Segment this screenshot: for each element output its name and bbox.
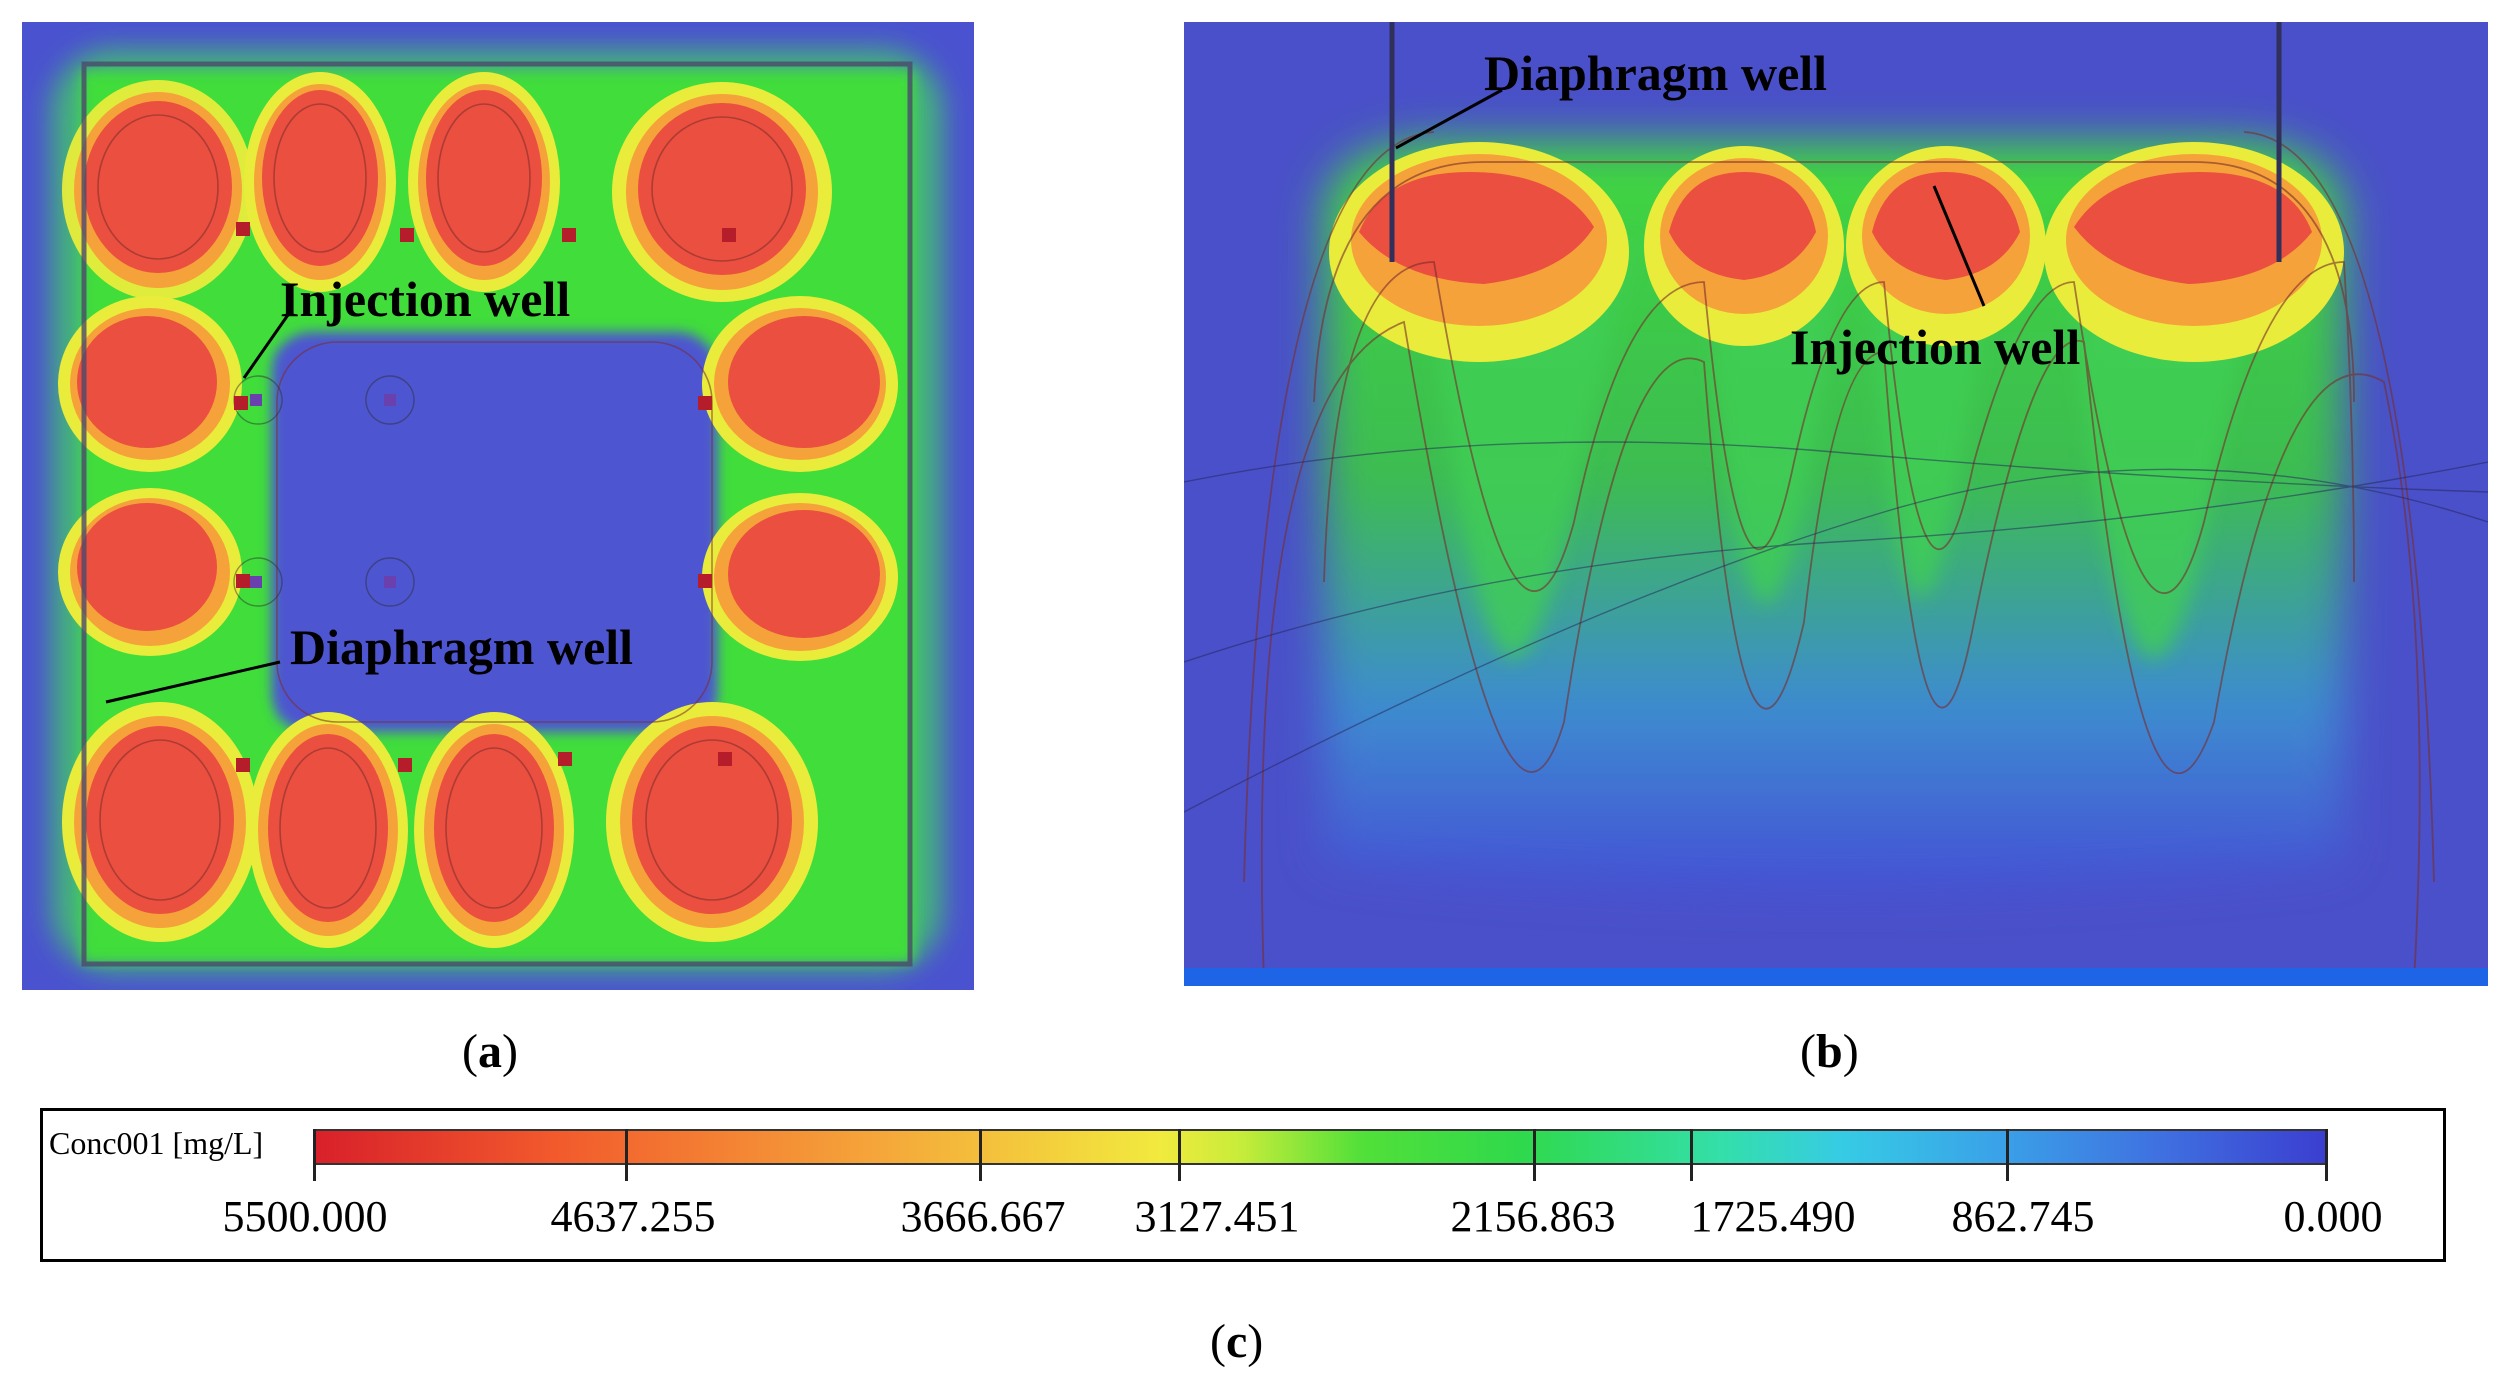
legend-tick-label: 0.000 bbox=[2283, 1192, 2383, 1241]
injection-well-label-a: Injection well bbox=[280, 271, 571, 327]
injection-leader-line-b bbox=[1932, 185, 1986, 307]
caption-a: (a) bbox=[462, 1025, 518, 1078]
injection-lobe-section-2 bbox=[1644, 146, 1844, 346]
injection-well-label-b: Injection well bbox=[1790, 319, 2081, 375]
diaphragm-well-label-a: Diaphragm well bbox=[290, 619, 634, 675]
legend-color-bar bbox=[313, 1129, 2328, 1165]
legend-tick bbox=[1533, 1129, 1536, 1181]
legend-tick-label: 862.745 bbox=[1951, 1192, 2095, 1241]
injection-lobe-top-4 bbox=[612, 82, 832, 302]
legend-tick bbox=[2006, 1129, 2009, 1181]
injection-lobe-right-1 bbox=[702, 296, 898, 472]
section-view-contour-plot bbox=[1184, 22, 2488, 986]
injection-lobe-top-3 bbox=[408, 72, 560, 292]
legend-tick bbox=[2325, 1129, 2328, 1181]
injection-lobe-top-2 bbox=[244, 72, 396, 292]
injection-leader-line bbox=[242, 311, 292, 379]
injection-lobe-left-1 bbox=[58, 296, 242, 472]
injection-lobe-left-2 bbox=[58, 488, 242, 656]
injection-lobe-section-1 bbox=[1329, 142, 1629, 362]
legend-tick bbox=[625, 1129, 628, 1181]
injection-lobe-right-2 bbox=[702, 493, 898, 661]
injection-lobe-section-3 bbox=[1846, 146, 2046, 346]
legend-tick-label: 3127.451 bbox=[1134, 1192, 1300, 1241]
legend-tick bbox=[313, 1129, 316, 1181]
injection-well-markers bbox=[234, 222, 736, 772]
caption-b: (b) bbox=[1800, 1025, 1859, 1078]
plan-view-panel: Injection well Diaphragm well bbox=[22, 22, 974, 990]
diaphragm-wall-outline bbox=[81, 61, 913, 967]
injection-lobe-top-1 bbox=[62, 80, 254, 300]
plan-view-contour-plot bbox=[22, 22, 974, 990]
concentration-legend: Conc001 [mg/L] 5500.000 4637.255 3666.66… bbox=[40, 1108, 2446, 1262]
injection-lobe-bottom-1 bbox=[62, 702, 258, 942]
legend-tick-label: 4637.255 bbox=[550, 1192, 716, 1241]
legend-tick bbox=[1690, 1129, 1693, 1181]
diaphragm-well-label-b: Diaphragm well bbox=[1484, 45, 1828, 101]
section-view-panel: Diaphragm well Injection well bbox=[1184, 22, 2488, 986]
pumping-well-markers bbox=[250, 394, 396, 588]
diaphragm-leader-line-b bbox=[1395, 88, 1503, 150]
model-bottom-boundary bbox=[1184, 968, 2488, 986]
legend-tick-label: 5500.000 bbox=[222, 1192, 388, 1241]
injection-lobe-bottom-4 bbox=[606, 702, 818, 942]
legend-tick bbox=[1178, 1129, 1181, 1181]
diaphragm-leader-line bbox=[105, 660, 281, 704]
legend-tick-label: 1725.490 bbox=[1690, 1192, 1856, 1241]
legend-title: Conc001 [mg/L] bbox=[49, 1125, 264, 1161]
caption-c: (c) bbox=[1210, 1315, 1264, 1368]
injection-lobe-section-4 bbox=[2044, 142, 2344, 362]
legend-tick bbox=[979, 1129, 982, 1181]
legend-tick-label: 3666.667 bbox=[900, 1192, 1066, 1241]
legend-tick-label: 2156.863 bbox=[1450, 1192, 1616, 1241]
